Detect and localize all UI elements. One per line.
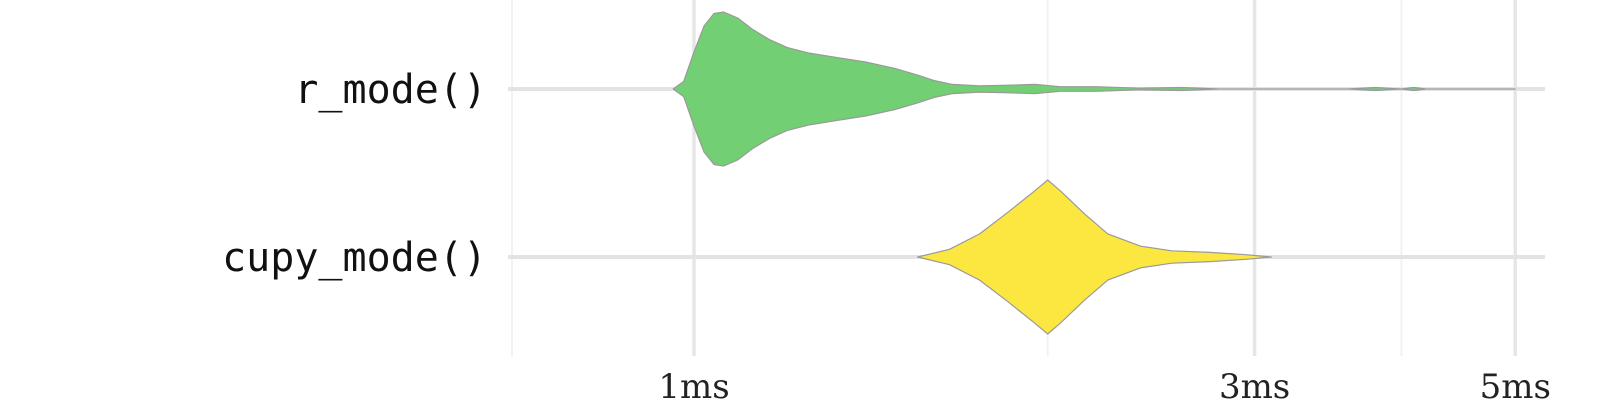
violins bbox=[672, 11, 1516, 335]
x-tick-label: 3ms bbox=[1219, 367, 1290, 400]
category-label: cupy_mode() bbox=[222, 235, 487, 281]
category-label: r_mode() bbox=[294, 67, 487, 113]
x-tick-label: 1ms bbox=[658, 367, 729, 400]
x-tick-label: 5ms bbox=[1480, 367, 1551, 400]
x-axis-tick-labels: 1ms 3ms 5ms bbox=[658, 367, 1551, 400]
violin-r-mode bbox=[672, 11, 1516, 167]
violin-cupy-mode bbox=[917, 179, 1272, 335]
category-labels: r_mode() cupy_mode() bbox=[222, 67, 487, 281]
